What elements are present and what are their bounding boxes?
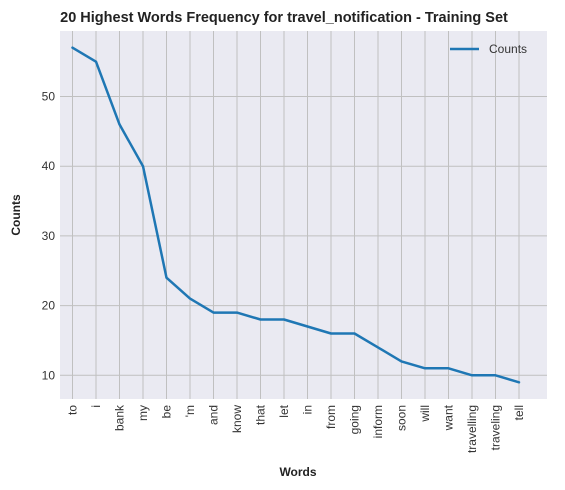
y-tick-label: 40 <box>42 159 56 173</box>
x-tick-label: want <box>442 404 456 431</box>
legend: Counts <box>450 42 527 56</box>
x-tick-label: traveling <box>489 405 503 450</box>
grid-lines <box>60 31 547 399</box>
x-tick-label: travelling <box>465 405 479 453</box>
plot-area <box>60 31 547 399</box>
series-line-counts <box>71 46 521 384</box>
x-tick-label: soon <box>395 405 409 431</box>
x-tick-label: inform <box>371 405 385 438</box>
x-tick-label: be <box>160 405 174 419</box>
chart-title: 20 Highest Words Frequency for travel_no… <box>60 10 508 26</box>
x-axis: to i bank my be 'm and know that let in from going in… <box>66 404 527 453</box>
x-tick-label: 'm <box>183 405 197 417</box>
legend-label: Counts <box>489 42 527 56</box>
x-tick-label: and <box>207 405 221 425</box>
x-axis-label: Words <box>279 465 316 479</box>
y-axis: 10 20 30 40 50 <box>42 90 56 383</box>
x-tick-label: tell <box>512 405 526 420</box>
x-tick-label: that <box>254 404 268 425</box>
y-axis-label: Counts <box>9 194 23 236</box>
y-tick-label: 10 <box>42 368 56 382</box>
x-tick-label: let <box>277 404 291 417</box>
y-tick-label: 30 <box>42 229 56 243</box>
x-tick-label: know <box>230 405 244 433</box>
y-tick-label: 20 <box>42 299 56 313</box>
x-tick-label: will <box>418 405 432 423</box>
x-tick-label: to <box>66 405 80 415</box>
x-tick-label: from <box>324 405 338 429</box>
x-tick-label: going <box>348 405 362 434</box>
y-tick-label: 50 <box>42 90 56 104</box>
x-tick-label: in <box>301 405 315 414</box>
x-tick-label: bank <box>113 404 127 431</box>
x-tick-label: my <box>136 405 150 421</box>
x-tick-label: i <box>89 405 103 408</box>
series-lines <box>71 46 521 384</box>
